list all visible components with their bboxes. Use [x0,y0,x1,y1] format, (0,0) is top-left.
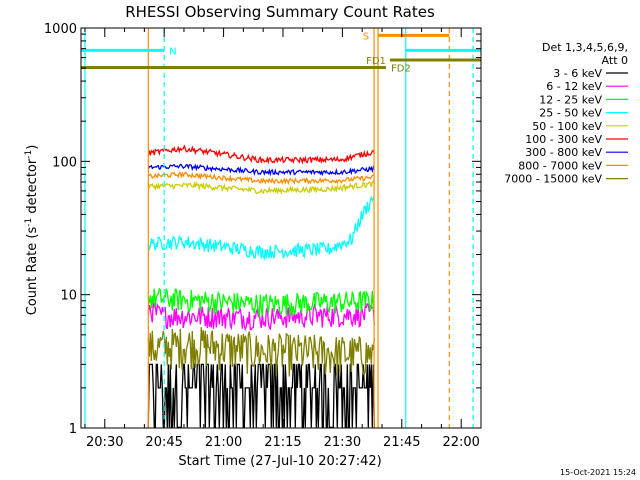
series-line-4 [147,179,375,195]
series-line-6 [147,163,375,177]
series-line-1 [147,300,375,332]
legend-label: 50 - 100 keV [532,120,602,133]
series-line-0 [147,363,375,428]
legend-header-1: Det 1,3,4,5,6,9, [542,41,628,54]
x-tick-label: 21:45 [383,435,420,450]
legend-label: 100 - 300 keV [525,133,602,146]
y-tick-label: 1 [69,422,77,437]
y-axis-label-end: ) [25,145,40,150]
state-bar-label: S [363,31,369,42]
y-axis-label-mid: detector [25,158,40,218]
x-tick-label: 21:15 [264,435,301,450]
y-axis-label-sup2: -1 [24,150,34,159]
x-tick-label: 20:45 [145,435,182,450]
plot-frame [80,27,482,429]
legend-label: 12 - 25 keV [539,93,602,106]
state-bars: N S FD1 FD2 [81,31,481,75]
x-tick-label: 21:00 [205,435,242,450]
legend-label: 7000 - 15000 keV [504,173,602,186]
legend-label: 25 - 50 keV [539,107,602,120]
state-bar-label: N [169,46,176,57]
legend-label: 800 - 7000 keV [518,159,602,172]
state-bar-label: FD1 [366,56,386,67]
legend-header-2: Att 0 [602,54,628,67]
series-line-7 [148,171,375,186]
x-tick-label: 21:30 [324,435,361,450]
series-line-3 [147,195,375,261]
y-tick-label: 100 [52,155,77,170]
y-axis-label: Count Rate (s-1 detector-1) [24,145,40,316]
y-axis-label-sup1: -1 [24,218,34,227]
legend-label: 6 - 12 keV [546,80,602,93]
plot-area [147,144,375,428]
x-axis-label: Start Time (27-Jul-10 20:27:42) [178,454,381,469]
chart-title: RHESSI Observing Summary Count Rates [125,3,435,21]
y-axis-label-main: Count Rate (s [25,227,40,316]
x-tick-label: 20:30 [86,435,123,450]
series-line-2 [147,287,375,317]
y-tick-label: 1000 [44,22,77,37]
legend-label: 300 - 800 keV [525,146,602,159]
series-line-5 [147,144,375,165]
state-bar-label: FD2 [391,64,411,75]
legend-label: 3 - 6 keV [553,67,602,80]
axes: 20:30 20:45 21:00 21:15 21:30 21:45 22:00 1 10 10… [44,22,482,450]
series-line-8 [147,327,375,377]
event-lines [84,28,474,428]
x-tick-label: 22:00 [442,435,479,450]
timestamp: 15-Oct-2021 15:24 [560,468,636,477]
y-tick-label: 10 [60,289,77,304]
